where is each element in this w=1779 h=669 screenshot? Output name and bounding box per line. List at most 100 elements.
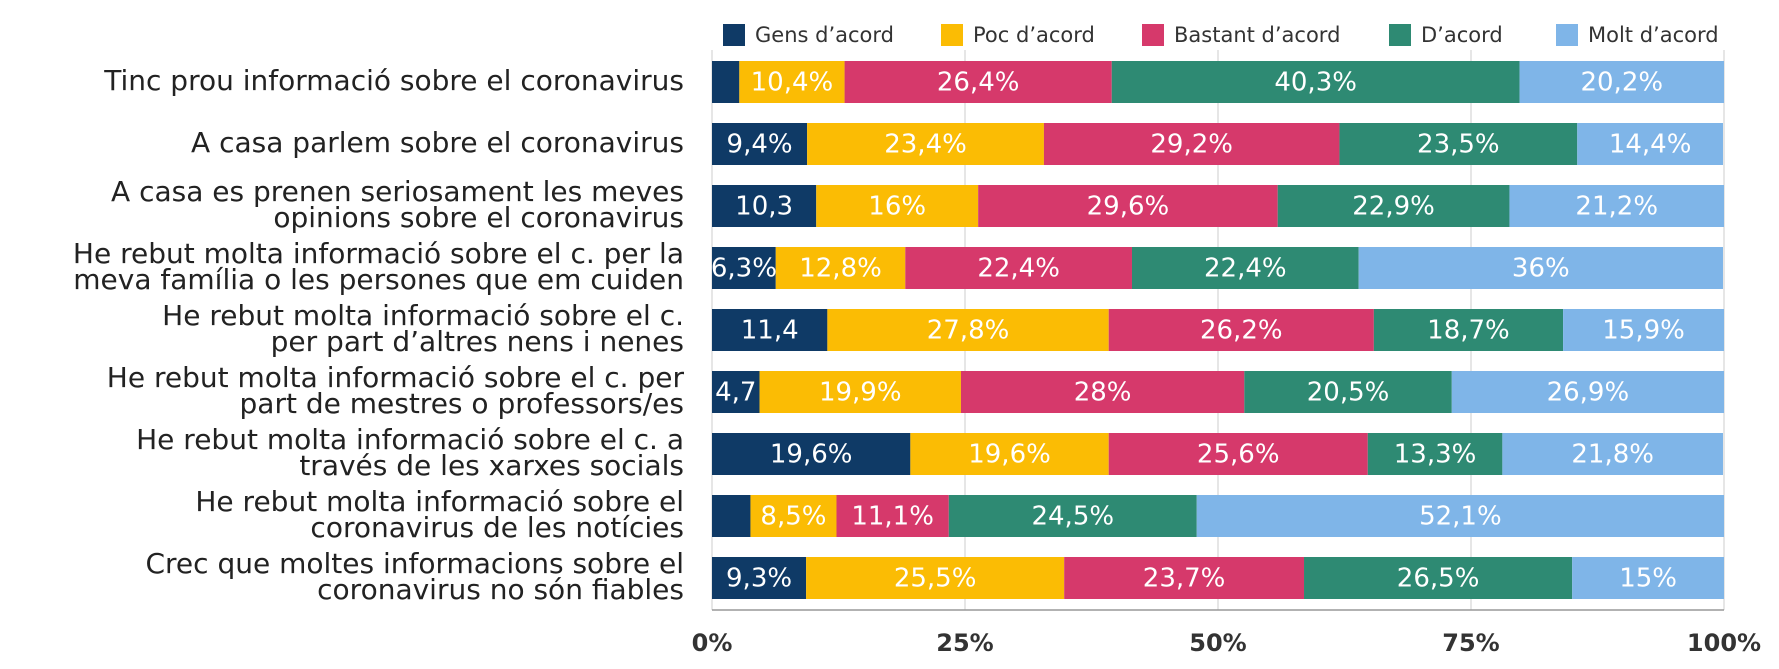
value-label: 4,7: [715, 378, 756, 408]
value-label: 29,6%: [1087, 192, 1170, 222]
value-label: 29,2%: [1150, 130, 1233, 160]
bar-segment: [905, 247, 1132, 289]
value-label: 10,4%: [751, 68, 834, 98]
bar-segment: [978, 185, 1278, 227]
value-label: 26,5%: [1397, 564, 1480, 594]
bar-segment: [1451, 371, 1724, 413]
category-line: He rebut molta informació sobre el c.: [162, 299, 684, 332]
category-line: coronavirus de les notícies: [310, 511, 684, 544]
x-tick-label: 100%: [1687, 629, 1761, 657]
bar-segment: [1367, 433, 1503, 475]
value-label: 19,6%: [770, 440, 853, 470]
x-tick-label: 50%: [1189, 629, 1246, 657]
value-label: 16%: [868, 192, 926, 222]
x-tick-label: 25%: [936, 629, 993, 657]
bar-segment: [806, 557, 1065, 599]
category-line: través de les xarxes socials: [299, 449, 684, 482]
value-label: 19,9%: [819, 378, 902, 408]
value-label: 25,6%: [1197, 440, 1280, 470]
x-tick-label: 0%: [692, 629, 733, 657]
bar-segment: [1519, 61, 1724, 103]
bar-segment: [948, 495, 1197, 537]
category-line: A casa es prenen seriosament les meves: [111, 175, 684, 208]
bar-segment: [1577, 123, 1723, 165]
bar-segment: [1108, 433, 1368, 475]
bar-segment: [1304, 557, 1573, 599]
bar-segment: [712, 123, 808, 165]
bar-segment: [1502, 433, 1723, 475]
value-label: 28%: [1074, 378, 1132, 408]
category-line: Tinc prou informació sobre el coronaviru…: [103, 64, 684, 97]
bar-segment: [1064, 557, 1305, 599]
bar-segment: [750, 495, 837, 537]
legend-label: D’acord: [1421, 23, 1503, 47]
bar-segment: [1373, 309, 1564, 351]
category-line: He rebut molta informació sobre el c. a: [136, 423, 684, 456]
value-label: 23,5%: [1417, 130, 1500, 160]
category-label: Tinc prou informació sobre el coronaviru…: [103, 64, 684, 97]
value-label: 10,3: [735, 192, 793, 222]
value-label: 11,4: [741, 316, 799, 346]
value-label: 23,4%: [884, 130, 967, 160]
bar-segment: [1563, 309, 1724, 351]
category-line: He rebut molta informació sobre el c. pe…: [107, 361, 685, 394]
bar-segment: [712, 433, 911, 475]
bar-segment: [1196, 495, 1724, 537]
value-label: 12,8%: [799, 254, 882, 284]
bar-segment: [712, 61, 740, 103]
bar-segment: [712, 185, 817, 227]
bar-segment: [816, 185, 979, 227]
value-label: 6,3%: [711, 254, 777, 284]
bar-segment: [1572, 557, 1724, 599]
category-line: He rebut molta informació sobre el c. pe…: [73, 237, 684, 270]
value-label: 18,7%: [1427, 316, 1510, 346]
legend-label: Bastant d’acord: [1174, 23, 1340, 47]
category-label: He rebut molta informació sobre el corona…: [195, 485, 684, 544]
value-label: 13,3%: [1394, 440, 1477, 470]
legend-swatch: [723, 24, 745, 46]
bar-segment: [712, 495, 751, 537]
category-line: He rebut molta informació sobre el: [195, 485, 684, 518]
legend-label: Gens d’acord: [755, 23, 894, 47]
category-label: A casa parlem sobre el coronavirus: [191, 126, 684, 159]
value-label: 9,4%: [727, 130, 793, 160]
bar-segment: [1043, 123, 1340, 165]
bar-segment: [712, 371, 760, 413]
bar-segment: [910, 433, 1109, 475]
category-line: Crec que moltes informacions sobre el: [145, 547, 684, 580]
value-label: 15,9%: [1602, 316, 1685, 346]
value-label: 26,4%: [937, 68, 1020, 98]
category-line: part de mestres o professors/es: [240, 387, 684, 420]
legend-swatch: [941, 24, 963, 46]
value-label: 26,2%: [1200, 316, 1283, 346]
category-line: meva família o les persones que em cuide…: [73, 263, 684, 296]
bar-segment: [1277, 185, 1510, 227]
value-label: 19,6%: [968, 440, 1051, 470]
value-label: 22,4%: [1204, 254, 1287, 284]
value-label: 26,9%: [1547, 378, 1630, 408]
bar-segment: [712, 309, 828, 351]
value-label: 25,5%: [894, 564, 977, 594]
x-tick-label: 75%: [1442, 629, 1499, 657]
value-label: 8,5%: [760, 502, 826, 532]
value-label: 27,8%: [927, 316, 1010, 346]
bar-segment: [1339, 123, 1578, 165]
value-label: 21,2%: [1575, 192, 1658, 222]
category-line: A casa parlem sobre el coronavirus: [191, 126, 684, 159]
bar-segment: [775, 247, 906, 289]
legend-swatch: [1556, 24, 1578, 46]
legend-label: Molt d’acord: [1588, 23, 1719, 47]
value-label: 22,4%: [977, 254, 1060, 284]
bar-segment: [1244, 371, 1452, 413]
category-label: Crec que moltes informacions sobre el cor…: [145, 547, 684, 606]
bar-segment: [1111, 61, 1520, 103]
bar-segment: [1108, 309, 1374, 351]
legend-label: Poc d’acord: [973, 23, 1095, 47]
bar-segment: [712, 557, 807, 599]
bar-segment: [759, 371, 961, 413]
bar-segment: [1131, 247, 1359, 289]
value-label: 36%: [1512, 254, 1570, 284]
category-label: He rebut molta informació sobre el c. pe…: [73, 237, 684, 296]
value-label: 24,5%: [1031, 502, 1114, 532]
value-label: 40,3%: [1274, 68, 1357, 98]
